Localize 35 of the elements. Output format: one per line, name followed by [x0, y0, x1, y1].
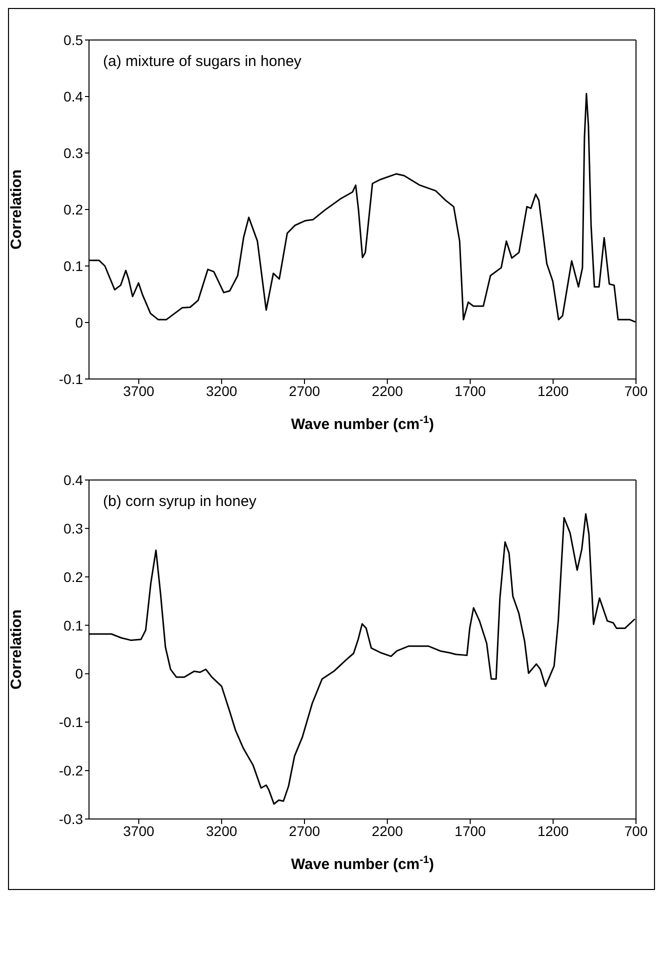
x-axis-title: Wave number (cm$^{-1}$): [291, 414, 434, 433]
x-tick-label: 1200: [538, 822, 569, 839]
y-tick-label: 0.3: [64, 520, 84, 536]
x-tick-label: 3700: [123, 822, 155, 839]
x-tick-label: 3700: [123, 382, 155, 399]
y-tick-label: 0.1: [64, 617, 84, 634]
y-tick-label: 0.2: [64, 201, 84, 218]
y-tick-label: 0: [75, 314, 84, 330]
x-tick-label: 2700: [288, 822, 320, 839]
y-tick-label: -0.2: [58, 762, 84, 779]
y-tick-label: -0.1: [58, 370, 84, 387]
annotation: (b) corn syrup in honey: [103, 493, 256, 510]
y-tick-label: 0: [75, 666, 84, 682]
y-axis-title: Correlation: [8, 169, 25, 250]
x-tick-label: 2200: [372, 382, 404, 399]
y-tick-label: -0.3: [58, 810, 84, 827]
annotation: (a) mixture of sugars in honey: [103, 53, 302, 70]
x-axis-title: Wave number (cm$^{-1}$): [291, 854, 434, 873]
y-tick-label: 0.1: [64, 258, 84, 274]
y-tick-label: -0.1: [58, 714, 84, 730]
x-tick-label: 1200: [538, 382, 569, 399]
y-tick-label: 0.2: [64, 568, 84, 585]
x-tick-label: 1700: [454, 822, 486, 839]
x-tick-label: 700: [624, 382, 648, 399]
x-tick-label: 2700: [288, 382, 320, 399]
x-tick-label: 3200: [206, 822, 238, 839]
x-tick-label: 2200: [372, 822, 404, 839]
x-tick-label: 3200: [206, 382, 238, 399]
x-tick-label: 700: [624, 822, 648, 839]
y-tick-label: 0.4: [64, 472, 84, 488]
x-tick-label: 1700: [454, 382, 486, 399]
y-tick-label: 0.4: [64, 88, 84, 104]
y-axis-title: Correlation: [8, 609, 25, 690]
y-tick-label: 0.5: [64, 32, 84, 48]
y-tick-label: 0.3: [64, 144, 84, 161]
